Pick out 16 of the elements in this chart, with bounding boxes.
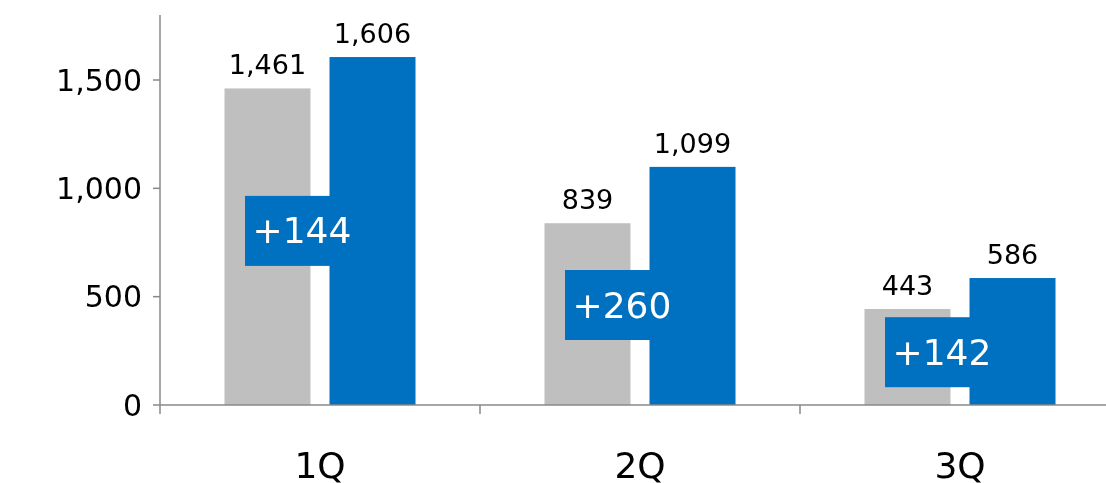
data-label: 839 <box>561 184 614 216</box>
x-tick-label: 2Q <box>614 444 666 483</box>
x-tick-label: 3Q <box>934 444 986 483</box>
data-label: 1,606 <box>333 18 412 50</box>
annotation: +260 <box>572 284 672 326</box>
y-tick-label: 500 <box>84 279 142 315</box>
data-label: 1,461 <box>228 49 307 81</box>
y-tick-label: 1,500 <box>56 62 142 98</box>
data-label: 1,099 <box>653 127 732 159</box>
data-label: 443 <box>881 270 934 302</box>
x-tick-label: 1Q <box>294 444 346 483</box>
annotation: +142 <box>892 331 992 373</box>
data-label: 586 <box>986 239 1039 271</box>
annotation: +144 <box>252 210 352 252</box>
y-tick-label: 1,000 <box>56 170 142 206</box>
y-tick-label: 0 <box>122 387 142 423</box>
